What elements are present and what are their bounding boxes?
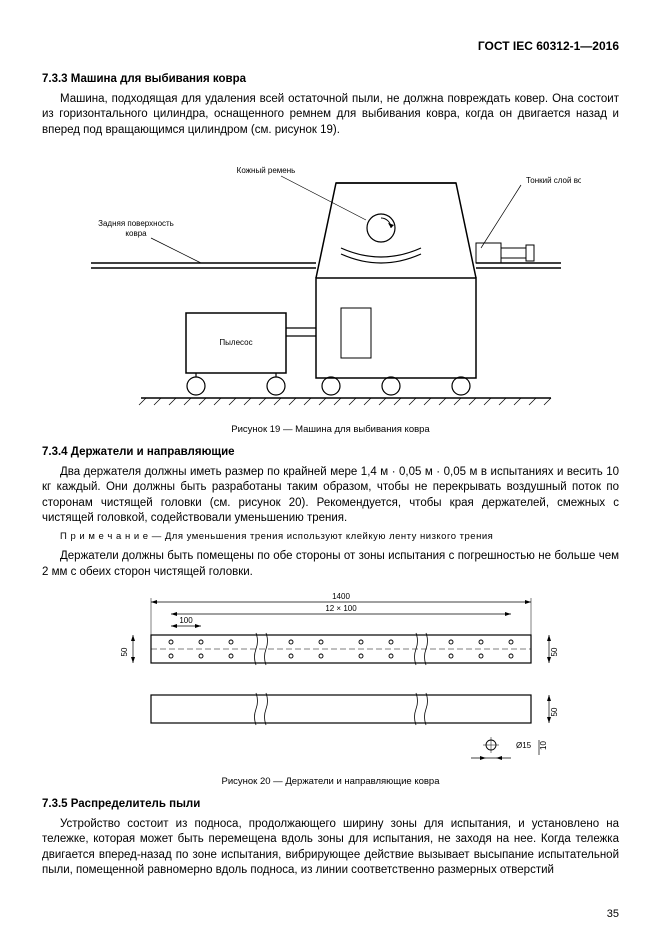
page-header: ГОСТ IEC 60312-1—2016 xyxy=(42,38,619,54)
section-735-title: 7.3.5 Распределитель пыли xyxy=(42,797,619,813)
fig20-d50-right: 50 xyxy=(550,647,559,656)
fig19-vacuum-label: Пылесос xyxy=(219,338,252,347)
section-733-title: 7.3.3 Машина для выбивания ковра xyxy=(42,72,619,88)
section-734-para2: Держатели должны быть помещены по обе ст… xyxy=(42,549,619,580)
fig20-d12x100: 12 × 100 xyxy=(325,604,357,613)
fig19-back-label-1: Задняя поверхность xyxy=(98,219,174,228)
fig20-d100: 100 xyxy=(179,616,193,625)
figure-20-caption: Рисунок 20 — Держатели и направляющие ко… xyxy=(42,776,619,789)
figure-19-caption: Рисунок 19 — Машина для выбивания ковра xyxy=(42,424,619,437)
section-734-para1: Два держателя должны иметь размер по кра… xyxy=(42,465,619,527)
section-735-para: Устройство состоит из подноса, продолжаю… xyxy=(42,817,619,879)
fig20-d10: 10 xyxy=(539,741,548,750)
fig20-diam15: Ø15 xyxy=(516,741,532,750)
fig20-d50c: 50 xyxy=(550,707,559,716)
page-number: 35 xyxy=(607,907,619,922)
figure-20: 1400 12 × 100 100 50 50 50 Ø15 10 xyxy=(42,590,619,770)
fig19-wax-label: Тонкий слой воска xyxy=(526,176,581,185)
section-733-para: Машина, подходящая для удаления всей ост… xyxy=(42,92,619,139)
section-734-title: 7.3.4 Держатели и направляющие xyxy=(42,445,619,461)
fig20-d1400: 1400 xyxy=(332,592,350,601)
fig19-back-label-2: ковра xyxy=(125,229,147,238)
fig19-belt-label: Кожный ремень xyxy=(236,166,295,175)
section-734-note: П р и м е ч а н и е — Для уменьшения тре… xyxy=(42,531,619,544)
fig20-d50-left: 50 xyxy=(120,647,129,656)
figure-19: Пылесос Кожный ремень Тонкий слой воска … xyxy=(42,148,619,418)
